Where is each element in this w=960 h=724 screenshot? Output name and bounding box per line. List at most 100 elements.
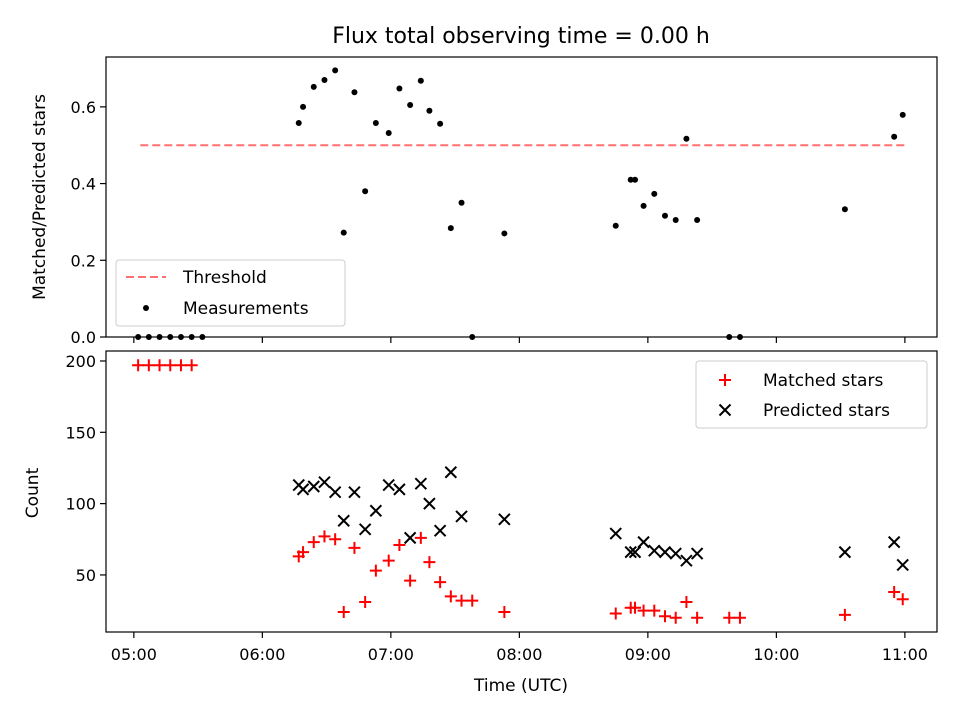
predicted-star-point — [393, 483, 406, 496]
x-tick-label: 06:00 — [239, 645, 285, 664]
measurement-point — [385, 129, 392, 136]
matched-star-point — [609, 607, 622, 620]
top-y-axis-label: Matched/Predicted stars — [30, 94, 50, 300]
measurement-point — [899, 111, 906, 118]
predicted-star-point — [369, 504, 383, 517]
top-y-tick-label: 0.0 — [71, 328, 96, 347]
predicted-star-point — [498, 513, 511, 526]
predicted-star-point — [328, 486, 342, 499]
x-tick-label: 09:00 — [625, 645, 671, 664]
x-tick-label: 08:00 — [496, 645, 542, 664]
predicted-star-point — [896, 558, 909, 572]
measurement-point — [469, 334, 476, 340]
legend-measurements-label: Measurements — [183, 299, 309, 319]
measurement-point — [362, 188, 369, 195]
predicted-star-point — [433, 524, 447, 537]
x-tick-label: 07:00 — [368, 645, 414, 664]
matched-star-point — [691, 611, 704, 624]
x-tick-label: 11:00 — [882, 645, 928, 664]
measurement-point — [167, 334, 174, 340]
matched-star-point — [329, 533, 342, 546]
measurement-point — [351, 89, 358, 96]
legend-threshold-label: Threshold — [182, 268, 267, 288]
matched-star-point — [382, 554, 395, 567]
measurement-point — [156, 334, 163, 340]
predicted-star-point — [358, 523, 372, 536]
measurement-point — [458, 199, 465, 206]
bottom-y-tick-label: 200 — [65, 352, 96, 371]
matched-star-point — [297, 546, 310, 559]
predicted-star-point — [348, 486, 361, 499]
matched-star-point — [723, 611, 736, 624]
top-y-tick-label: 0.6 — [71, 98, 96, 117]
measurement-point — [736, 334, 743, 340]
matched-star-point — [888, 586, 901, 599]
measurement-point — [417, 77, 424, 84]
bottom-axes-frame — [105, 350, 938, 633]
predicted-star-point — [680, 554, 693, 567]
matched-star-point — [669, 611, 682, 624]
predicted-star-point — [637, 535, 650, 549]
predicted-star-point — [423, 497, 436, 510]
measurement-point — [612, 222, 619, 229]
predicted-star-point — [414, 477, 428, 490]
measurement-point — [295, 119, 302, 126]
measurement-point — [407, 101, 414, 108]
matched-star-point — [838, 608, 851, 621]
predicted-star-point — [337, 514, 350, 527]
matched-star-point — [359, 596, 372, 609]
matched-star-point — [174, 359, 187, 372]
measurement-point — [372, 119, 379, 126]
measurement-point — [632, 176, 639, 183]
measurement-point — [501, 230, 508, 237]
bottom-y-tick-label: 150 — [65, 423, 96, 442]
matched-star-point — [444, 590, 457, 603]
measurement-point — [199, 334, 206, 340]
matched-star-point — [414, 531, 427, 544]
measurement-point — [672, 217, 679, 224]
measurement-point — [321, 77, 328, 84]
matched-star-point — [423, 556, 436, 569]
matched-star-point — [637, 604, 650, 617]
matched-star-point — [404, 574, 417, 587]
matched-star-point — [393, 538, 406, 551]
predicted-star-point — [838, 545, 852, 559]
matched-star-point — [455, 594, 468, 607]
matched-star-point — [629, 601, 642, 614]
predicted-star-point — [887, 535, 901, 549]
predicted-star-point — [296, 483, 310, 496]
measurement-point — [726, 334, 733, 340]
legend-predicted-swatch — [718, 403, 732, 417]
top-y-tick-label: 0.2 — [71, 251, 96, 270]
measurement-point — [332, 67, 339, 74]
measurement-point — [683, 135, 690, 142]
x-tick-label: 10:00 — [753, 645, 799, 664]
measurement-point — [300, 103, 307, 110]
predicted-star-point — [624, 545, 637, 559]
measurement-point — [340, 229, 347, 236]
legend-matched-label: Matched stars — [763, 371, 883, 391]
matched-star-point — [307, 536, 320, 549]
bottom-y-axis-label: Count — [23, 467, 43, 518]
measurement-point — [177, 334, 184, 340]
predicted-star-point — [307, 480, 320, 493]
measurement-point — [627, 176, 634, 183]
measurement-point — [135, 334, 142, 340]
matched-star-point — [369, 564, 382, 577]
predicted-star-point — [318, 476, 331, 489]
legend-matched-swatch — [719, 374, 731, 386]
measurement-point — [310, 83, 317, 90]
predicted-star-point — [669, 547, 682, 560]
measurement-point — [145, 334, 152, 340]
x-axis-label: Time (UTC) — [473, 676, 568, 696]
matched-star-point — [153, 359, 166, 372]
predicted-star-point — [444, 466, 458, 479]
bottom-y-tick-label: 50 — [76, 566, 96, 585]
measurement-point — [437, 120, 444, 127]
matched-star-point — [348, 541, 361, 554]
matched-star-point — [164, 359, 177, 372]
matched-star-point — [498, 606, 511, 619]
measurement-point — [447, 225, 454, 232]
measurement-point — [396, 85, 403, 92]
